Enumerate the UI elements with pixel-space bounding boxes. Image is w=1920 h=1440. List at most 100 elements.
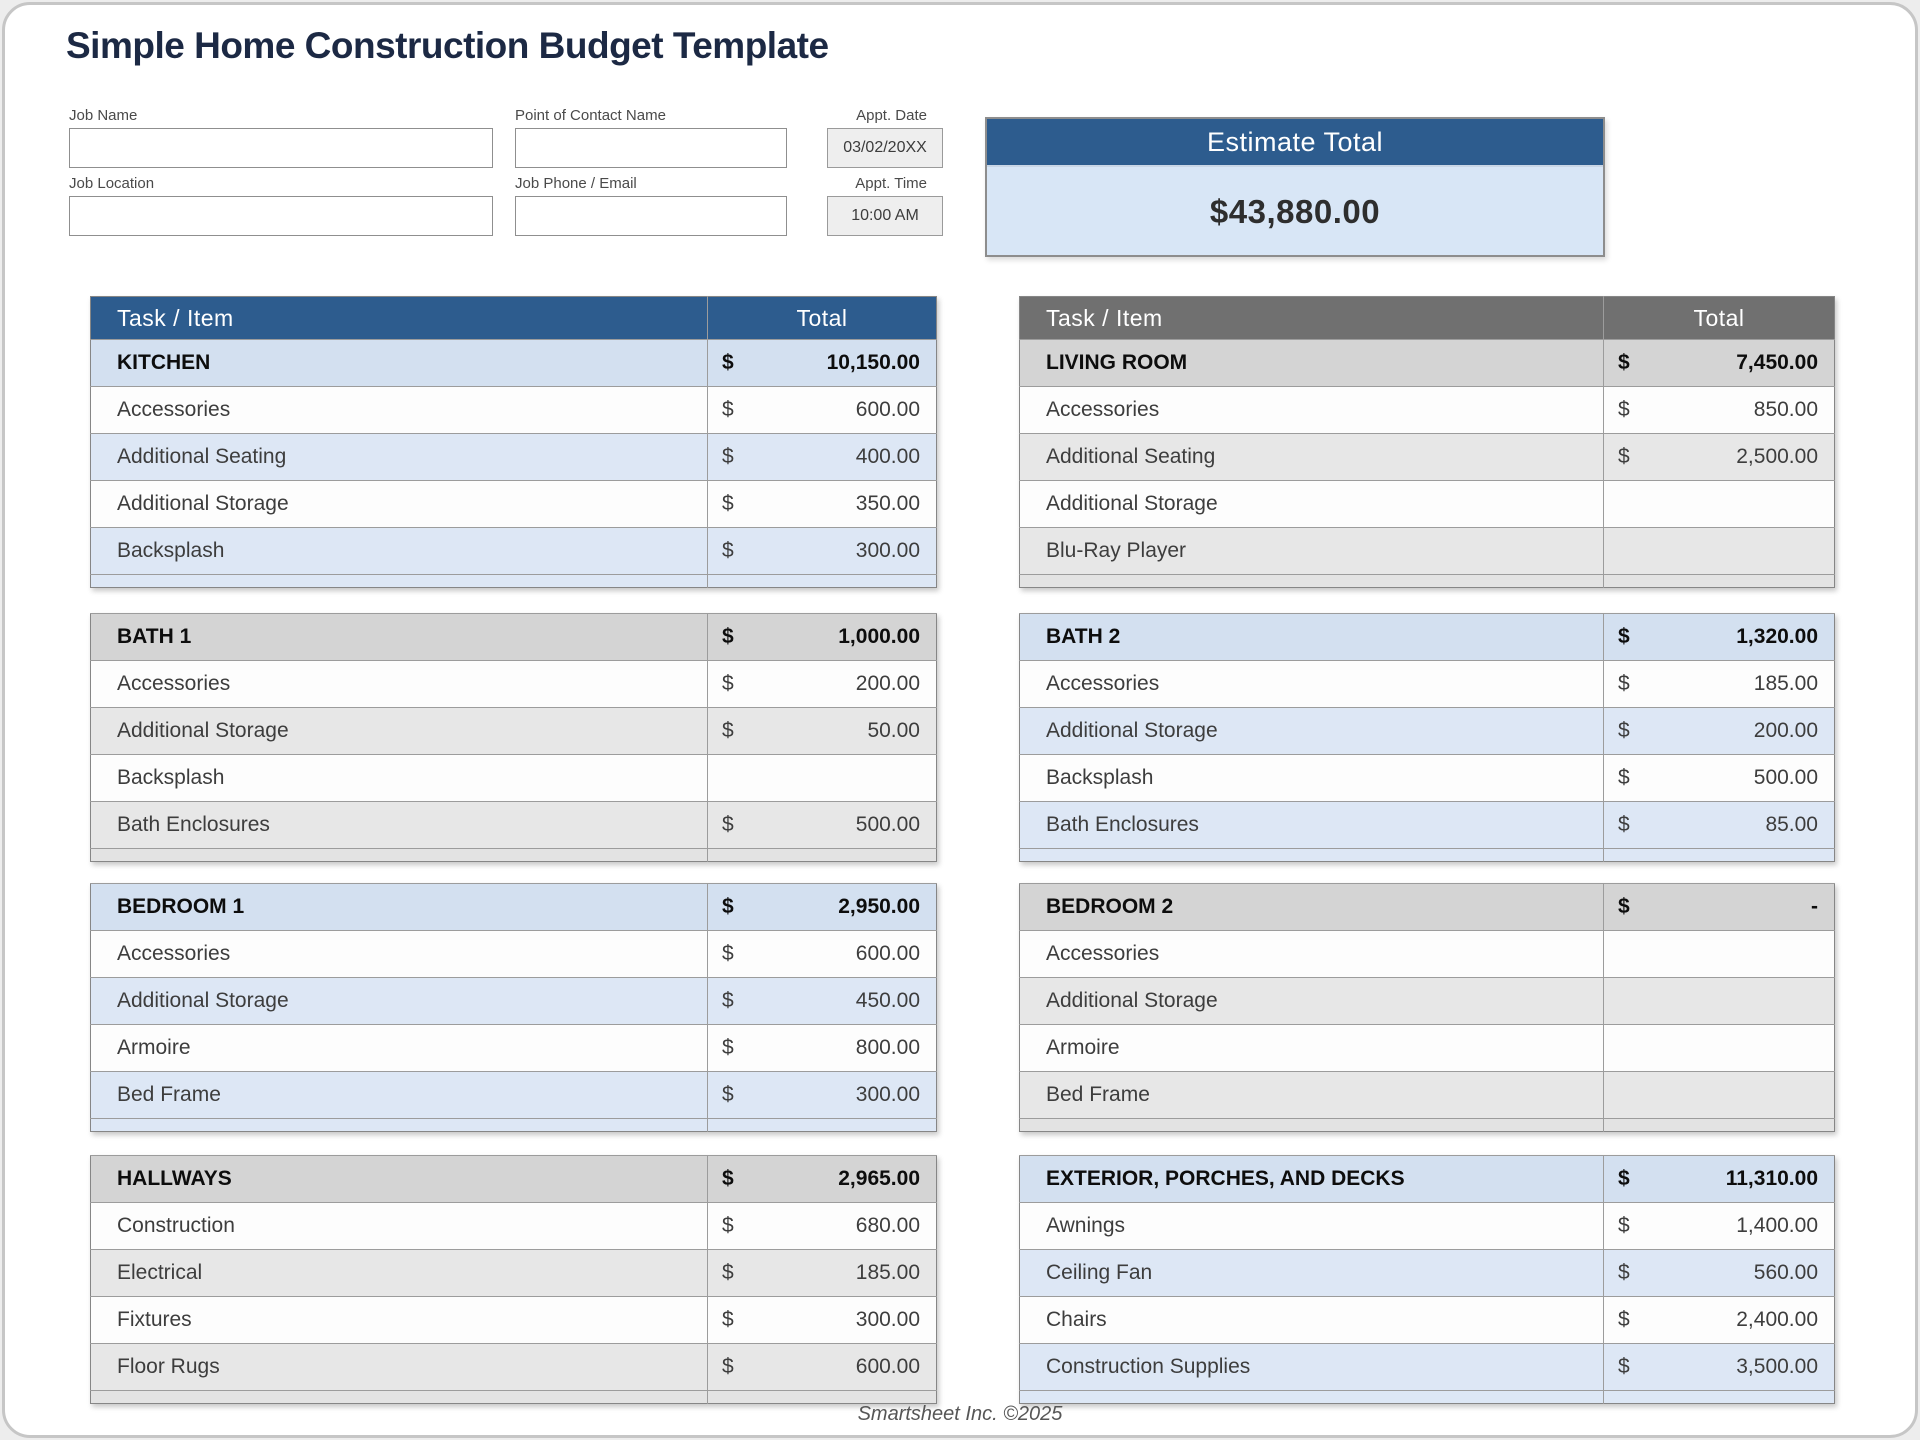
table-row: Accessories $185.00 xyxy=(1019,660,1835,708)
currency-symbol: $ xyxy=(722,895,734,918)
currency-symbol: $ xyxy=(722,1036,734,1059)
currency-symbol: $ xyxy=(1618,719,1630,742)
section-total: 2,950.00 xyxy=(838,895,920,918)
currency-symbol: $ xyxy=(722,989,734,1012)
table-row: Bed Frame xyxy=(1019,1071,1835,1119)
item-name: Accessories xyxy=(1019,660,1604,708)
table-row: Floor Rugs $600.00 xyxy=(90,1343,937,1391)
currency-symbol: $ xyxy=(1618,672,1630,695)
item-total: 500.00 xyxy=(855,813,920,836)
table-row: Bed Frame $300.00 xyxy=(90,1071,937,1119)
item-name: Accessories xyxy=(1019,930,1604,978)
item-total-cell: $350.00 xyxy=(707,480,937,528)
item-total: 560.00 xyxy=(1753,1261,1818,1284)
item-name: Armoire xyxy=(90,1024,708,1072)
section-row: KITCHEN $10,150.00 xyxy=(90,339,937,387)
item-total: 450.00 xyxy=(855,989,920,1012)
item-total-cell: $185.00 xyxy=(1603,660,1835,708)
item-total: 2,400.00 xyxy=(1736,1308,1818,1331)
section-name: BEDROOM 1 xyxy=(90,883,708,931)
section-row: BATH 2 $1,320.00 xyxy=(1019,613,1835,661)
item-total: 200.00 xyxy=(1753,719,1818,742)
item-total: 400.00 xyxy=(855,445,920,468)
section-name: BATH 2 xyxy=(1019,613,1604,661)
item-name: Bed Frame xyxy=(1019,1071,1604,1119)
appt-date-input[interactable]: 03/02/20XX xyxy=(827,128,943,168)
item-total-cell xyxy=(1603,930,1835,978)
currency-symbol: $ xyxy=(1618,1308,1630,1331)
job-name-label: Job Name xyxy=(69,107,138,124)
item-total-cell: $450.00 xyxy=(707,977,937,1025)
table-row: Additional Storage $450.00 xyxy=(90,977,937,1025)
contact-name-input[interactable] xyxy=(515,128,787,168)
column-header-total: Total xyxy=(1603,296,1835,340)
section-total-cell: $1,000.00 xyxy=(707,613,937,661)
appt-time-input[interactable]: 10:00 AM xyxy=(827,196,943,236)
currency-symbol: $ xyxy=(722,719,734,742)
item-total-cell xyxy=(1603,480,1835,528)
section-total-cell: $1,320.00 xyxy=(1603,613,1835,661)
bath-1-table: BATH 1 $1,000.00 Accessories $200.00 Add… xyxy=(90,613,937,862)
phone-email-input[interactable] xyxy=(515,196,787,236)
section-total: 7,450.00 xyxy=(1736,351,1818,374)
section-total: 10,150.00 xyxy=(826,351,920,374)
currency-symbol: $ xyxy=(722,492,734,515)
footer-credit: Smartsheet Inc. ©2025 xyxy=(857,1403,1063,1425)
phone-email-field-group: Job Phone / Email xyxy=(515,175,787,236)
item-total: 600.00 xyxy=(855,398,920,421)
item-name: Ceiling Fan xyxy=(1019,1249,1604,1297)
job-name-input[interactable] xyxy=(69,128,493,168)
estimate-total-value: $43,880.00 xyxy=(1209,193,1381,230)
item-name: Backsplash xyxy=(90,754,708,802)
currency-symbol: $ xyxy=(1618,1355,1630,1378)
currency-symbol: $ xyxy=(1618,1214,1630,1237)
item-name: Construction xyxy=(90,1202,708,1250)
item-total-cell: $400.00 xyxy=(707,433,937,481)
item-name: Bed Frame xyxy=(90,1071,708,1119)
table-row: Awnings $1,400.00 xyxy=(1019,1202,1835,1250)
table-row: Additional Storage $350.00 xyxy=(90,480,937,528)
item-total-cell: $600.00 xyxy=(707,386,937,434)
item-name: Awnings xyxy=(1019,1202,1604,1250)
appt-date-field-group: Appt. Date 03/02/20XX xyxy=(827,107,943,168)
item-name: Bath Enclosures xyxy=(1019,801,1604,849)
table-row: Additional Storage xyxy=(1019,977,1835,1025)
item-name: Additional Storage xyxy=(90,707,708,755)
item-name: Additional Storage xyxy=(1019,707,1604,755)
hallways-table: HALLWAYS $2,965.00 Construction $680.00 … xyxy=(90,1155,937,1404)
table-row: Electrical $185.00 xyxy=(90,1249,937,1297)
currency-symbol: $ xyxy=(1618,351,1630,374)
currency-symbol: $ xyxy=(1618,1167,1630,1190)
estimate-total-box: Estimate Total $43,880.00 xyxy=(985,117,1605,257)
item-total-cell: $2,500.00 xyxy=(1603,433,1835,481)
item-total-cell: $850.00 xyxy=(1603,386,1835,434)
job-location-input[interactable] xyxy=(69,196,493,236)
item-name: Additional Storage xyxy=(90,977,708,1025)
currency-symbol: $ xyxy=(722,1083,734,1106)
section-total: 11,310.00 xyxy=(1725,1167,1818,1190)
item-total-cell: $300.00 xyxy=(707,1296,937,1344)
currency-symbol: $ xyxy=(722,1308,734,1331)
item-total: 185.00 xyxy=(1753,672,1818,695)
item-total: 300.00 xyxy=(855,1083,920,1106)
page-title: Simple Home Construction Budget Template xyxy=(66,25,829,66)
job-location-field-group: Job Location xyxy=(69,175,493,236)
table-row: Ceiling Fan $560.00 xyxy=(1019,1249,1835,1297)
table-row: Chairs $2,400.00 xyxy=(1019,1296,1835,1344)
table-row: Blu-Ray Player xyxy=(1019,527,1835,575)
table-row: Additional Seating $2,500.00 xyxy=(1019,433,1835,481)
item-name: Construction Supplies xyxy=(1019,1343,1604,1391)
item-total-cell: $200.00 xyxy=(1603,707,1835,755)
item-name: Bath Enclosures xyxy=(90,801,708,849)
section-total: 2,965.00 xyxy=(838,1167,920,1190)
exterior-porches-decks-table: EXTERIOR, PORCHES, AND DECKS $11,310.00 … xyxy=(1019,1155,1835,1404)
item-total-cell: $3,500.00 xyxy=(1603,1343,1835,1391)
table-row: Accessories $600.00 xyxy=(90,386,937,434)
item-total: 300.00 xyxy=(855,1308,920,1331)
table-header-row: Task / Item Total xyxy=(1019,296,1835,340)
table-row: Additional Storage xyxy=(1019,480,1835,528)
column-header-total: Total xyxy=(707,296,937,340)
table-row: Additional Storage $200.00 xyxy=(1019,707,1835,755)
currency-symbol: $ xyxy=(1618,398,1630,421)
item-total-cell: $300.00 xyxy=(707,1071,937,1119)
